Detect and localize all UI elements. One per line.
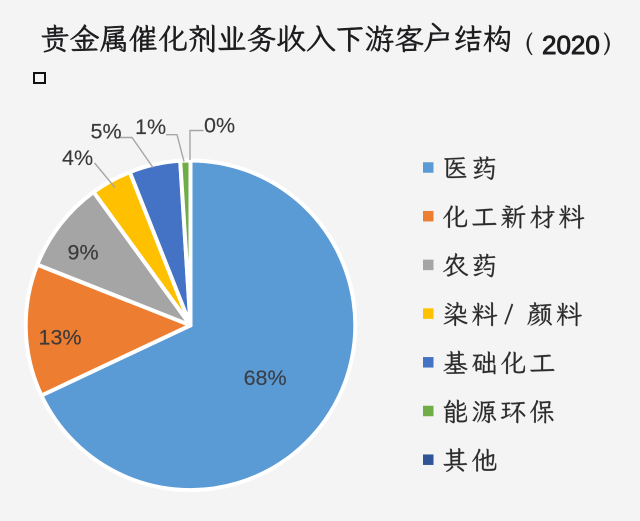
svg-text:2020: 2020 [542, 30, 600, 60]
svg-text:9%: 9% [68, 241, 99, 265]
svg-text:68%: 68% [244, 366, 287, 390]
svg-text:0%: 0% [204, 114, 235, 138]
svg-text:5%: 5% [91, 120, 122, 144]
svg-text:1%: 1% [135, 115, 166, 139]
svg-text:13%: 13% [39, 326, 82, 350]
svg-text:4%: 4% [62, 146, 93, 170]
